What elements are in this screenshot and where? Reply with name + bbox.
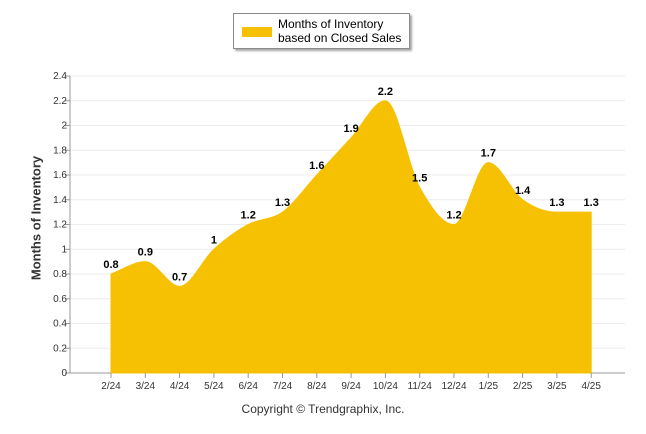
x-tick-label: 3/25 — [547, 381, 567, 392]
data-label: 1.3 — [584, 197, 599, 209]
y-tick-label: 0.6 — [53, 294, 67, 305]
data-label: 1.2 — [446, 210, 461, 222]
x-tick-label: 7/24 — [273, 381, 293, 392]
data-label: 1 — [211, 234, 217, 246]
data-label: 1.2 — [241, 210, 256, 222]
y-tick-label: 1.6 — [53, 170, 67, 181]
y-axis-label: Months of Inventory — [28, 155, 44, 281]
y-tick-label: 0 — [61, 368, 67, 379]
data-label: 1.3 — [275, 197, 290, 209]
y-tick-label: 2 — [61, 121, 67, 132]
data-label: 0.9 — [138, 247, 153, 259]
x-tick-label: 1/25 — [479, 381, 499, 392]
x-tick-label: 10/24 — [373, 381, 398, 392]
x-tick-label: 6/24 — [238, 381, 258, 392]
data-label: 2.2 — [378, 86, 393, 98]
x-tick-label: 5/24 — [204, 381, 224, 392]
x-tick-label: 2/24 — [101, 381, 121, 392]
data-label: 0.7 — [172, 271, 187, 283]
x-tick-label: 2/25 — [513, 381, 533, 392]
x-tick-label: 11/24 — [408, 381, 433, 392]
data-label: 1.9 — [343, 123, 358, 135]
data-label: 1.3 — [549, 197, 564, 209]
data-label: 0.8 — [103, 259, 118, 271]
y-tick-label: 2.2 — [53, 96, 67, 107]
data-label: 1.4 — [515, 185, 531, 197]
x-tick-label: 3/24 — [136, 381, 156, 392]
x-tick-label: 12/24 — [441, 381, 466, 392]
x-tick-label: 4/24 — [170, 381, 190, 392]
y-tick-label: 0.8 — [53, 269, 67, 280]
copyright-footer: Copyright © Trendgraphix, Inc. — [241, 402, 405, 416]
data-label: 1.6 — [309, 160, 324, 172]
y-tick-label: 0.2 — [53, 343, 67, 354]
y-tick-label: 2.4 — [53, 71, 67, 82]
legend-label: Months of Inventory based on Closed Sale… — [278, 17, 402, 45]
y-tick-label: 1.2 — [53, 220, 67, 231]
data-label: 1.7 — [481, 148, 496, 160]
y-tick-label: 1.4 — [53, 195, 67, 206]
y-tick-label: 1 — [61, 244, 67, 255]
area-series — [110, 100, 592, 374]
x-tick-label: 4/25 — [581, 381, 601, 392]
y-tick-label: 1.8 — [53, 145, 67, 156]
x-tick-label: 8/24 — [307, 381, 327, 392]
legend: Months of Inventory based on Closed Sale… — [233, 13, 410, 49]
y-tick-label: 0.4 — [53, 319, 67, 330]
x-tick-label: 9/24 — [341, 381, 361, 392]
legend-swatch — [242, 27, 272, 37]
data-label: 1.5 — [412, 172, 427, 184]
